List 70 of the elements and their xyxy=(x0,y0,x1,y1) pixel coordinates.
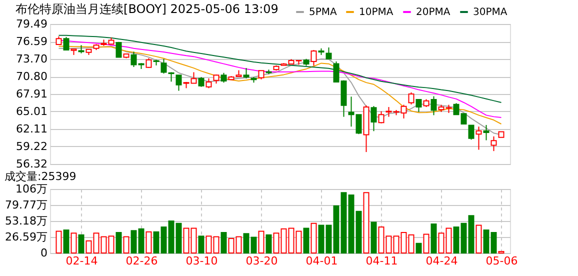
bar xyxy=(430,224,437,254)
x-tick-label: 04-01 xyxy=(306,254,338,268)
candlestick xyxy=(468,124,474,140)
candlestick xyxy=(63,36,70,51)
candlestick xyxy=(370,106,377,132)
y-tick-label: 106万 xyxy=(16,182,48,196)
chart-title: 成交量:25399 xyxy=(4,170,76,183)
candlestick xyxy=(213,74,220,84)
y-tick-label: 76.59 xyxy=(16,35,48,48)
candlestick xyxy=(430,96,437,116)
candlestick xyxy=(408,92,414,105)
legend-label: 10PMA xyxy=(359,7,394,18)
bar xyxy=(266,234,272,254)
bar xyxy=(63,230,70,254)
y-tick-label: 73.70 xyxy=(16,52,48,66)
x-tick-label: 04-24 xyxy=(426,254,458,268)
candlestick xyxy=(243,67,250,79)
candlestick xyxy=(310,50,317,66)
candlestick xyxy=(206,78,212,89)
bar xyxy=(220,232,227,254)
bar xyxy=(78,234,84,254)
candlestick xyxy=(160,58,167,74)
y-tick-label: 79.77万 xyxy=(5,198,48,212)
bar xyxy=(70,232,77,254)
x-tick-label: 04-11 xyxy=(366,254,398,268)
y-tick-label: 56.32 xyxy=(16,158,48,170)
candlestick xyxy=(490,136,497,152)
candlestick xyxy=(176,74,182,92)
candlestick xyxy=(378,110,384,124)
bar xyxy=(363,192,370,254)
y-tick-label: 26.59万 xyxy=(5,230,48,244)
bar xyxy=(123,236,130,254)
bar xyxy=(476,224,482,254)
bar xyxy=(116,232,122,254)
candlestick xyxy=(326,46,332,60)
x-tick-label: 03-20 xyxy=(246,254,278,268)
candlestick xyxy=(476,126,482,150)
x-tick-label: 03-10 xyxy=(186,254,218,268)
bar xyxy=(416,242,422,254)
candlestick xyxy=(483,124,490,141)
y-tick-label: 59.22 xyxy=(16,140,48,153)
candlestick xyxy=(220,72,227,84)
legend-label: 30PMA xyxy=(473,7,508,18)
bar xyxy=(303,228,310,254)
candlestick xyxy=(416,99,422,112)
x-tick-label: 02-14 xyxy=(66,254,98,268)
y-tick-label: 62.11 xyxy=(16,122,48,136)
y-tick-label: 0 xyxy=(40,246,48,260)
bar xyxy=(423,234,430,254)
y-tick-label: 67.91 xyxy=(16,87,48,100)
bar xyxy=(56,230,62,254)
y-tick-label: 70.80 xyxy=(16,70,48,84)
candlestick xyxy=(146,58,152,68)
bar xyxy=(370,222,377,254)
y-tick-label: 79.49 xyxy=(16,18,48,30)
chart-title: 布伦特原油当月连续[BOOY] 2025-05-06 13:09 xyxy=(16,2,278,16)
legend-label: 20PMA xyxy=(416,7,450,18)
x-tick-label: 02-26 xyxy=(126,254,158,268)
candlestick xyxy=(198,76,204,88)
legend-label: 5PMA xyxy=(309,7,338,18)
bar xyxy=(146,231,152,254)
candlestick xyxy=(116,41,122,58)
candlestick xyxy=(168,72,174,82)
y-tick-label: 65.01 xyxy=(16,104,48,118)
bar xyxy=(258,230,264,254)
x-tick-label: 05-06 xyxy=(486,254,518,268)
bar xyxy=(198,236,204,254)
bar xyxy=(310,222,317,254)
y-tick-label: 53.18万 xyxy=(5,214,48,228)
line-series xyxy=(58,34,502,103)
